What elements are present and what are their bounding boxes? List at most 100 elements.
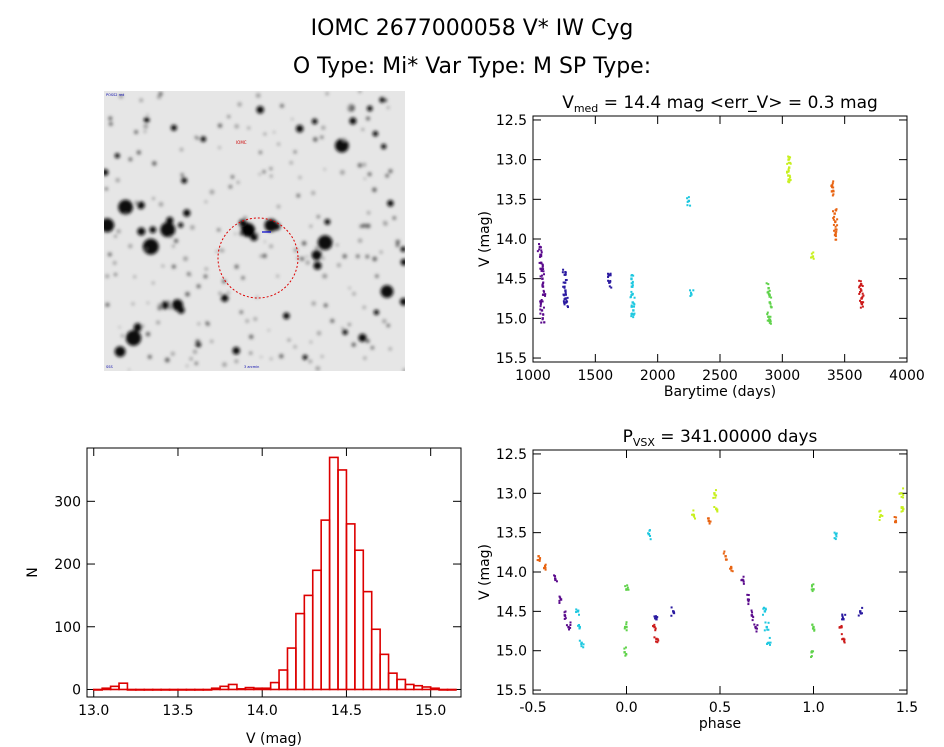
star (388, 169, 393, 173)
histogram-xtick-label: 14.0 (247, 703, 278, 719)
histogram-bar (354, 549, 365, 691)
phased-point (894, 519, 897, 523)
phased-point (654, 629, 657, 632)
lightcurve-point (765, 282, 768, 285)
phased-point (648, 529, 651, 532)
star (143, 130, 147, 133)
star (269, 244, 273, 249)
star (128, 157, 133, 162)
star (280, 104, 284, 108)
lightcurve-point (858, 286, 861, 289)
lightcurve-point (860, 282, 863, 285)
star (189, 274, 192, 277)
phased-point (655, 616, 658, 619)
lightcurve-point (540, 267, 543, 270)
lightcurve-xtick-label: 3000 (765, 368, 801, 384)
lightcurve-ylabel: V (mag) (477, 211, 493, 267)
star (309, 225, 312, 228)
phased-point (577, 624, 580, 627)
star (146, 301, 150, 305)
star (177, 306, 185, 314)
lightcurve-point (561, 271, 564, 274)
lightcurve-point (835, 238, 838, 241)
star (136, 150, 141, 155)
star (273, 131, 276, 134)
phased-point (747, 600, 750, 603)
lightcurve-point (563, 303, 566, 306)
phased-point (626, 584, 629, 587)
phased-point (694, 517, 697, 520)
star (172, 245, 175, 248)
star (116, 229, 121, 234)
phased-point (810, 585, 813, 588)
lightcurve-series-1 (561, 268, 613, 309)
star (302, 354, 308, 360)
lightcurve-point (833, 233, 837, 237)
phased-point (764, 621, 767, 624)
phased-point (812, 625, 815, 629)
phased-ytick-label: 14.5 (496, 604, 527, 620)
phased-point (843, 641, 846, 644)
phased-point (625, 652, 628, 655)
phased-point (543, 566, 546, 570)
phased-title: PVSX = 341.00000 days (623, 427, 818, 449)
star (165, 357, 170, 363)
lightcurve-point (539, 308, 542, 311)
lightcurve-point (687, 199, 691, 203)
phased-point (811, 623, 814, 626)
star (311, 118, 318, 125)
histogram-bar (429, 687, 440, 691)
star (279, 354, 284, 359)
star (363, 356, 367, 360)
phased-series-4 (691, 487, 905, 522)
lightcurve-xtick-label: 1000 (515, 368, 551, 384)
phased-point (544, 563, 547, 566)
histogram-bar (278, 669, 289, 691)
lightcurve-point (831, 194, 834, 197)
phased-point (708, 522, 711, 525)
lightcurve-point (632, 305, 635, 308)
lightcurve-point (542, 268, 545, 271)
phased-point (730, 565, 733, 568)
star (232, 346, 240, 355)
lightcurve-point (859, 299, 862, 302)
lightcurve-point (686, 204, 689, 207)
star (362, 223, 367, 228)
histogram-bar (446, 688, 457, 691)
phased-point (544, 565, 547, 568)
phased-point (624, 625, 627, 628)
star (239, 310, 243, 314)
lightcurve-frame (532, 115, 908, 363)
phased-point (626, 586, 629, 589)
lightcurve-point (689, 289, 692, 292)
star (195, 339, 200, 344)
phased-point (691, 513, 694, 516)
lightcurve-axes: 1000 1500 2000 2500 3000 3500 4000 12.5 13.0 13.5… (477, 93, 925, 400)
phased-point (559, 598, 562, 601)
phased-point (842, 637, 845, 641)
star (200, 136, 207, 142)
star (218, 291, 222, 296)
lightcurve-point (630, 293, 633, 296)
histogram-bar (219, 685, 230, 691)
lightcurve-xtick-label: 4000 (889, 368, 925, 384)
histogram-bar (396, 678, 407, 691)
phased-point (724, 555, 727, 558)
lightcurve-point (566, 300, 569, 303)
phased-title-rest: = 341.00000 days (655, 427, 818, 447)
lightcurve-point (540, 253, 543, 256)
phased-point (761, 613, 764, 616)
phased-point (841, 613, 844, 616)
lightcurve-point (544, 293, 547, 296)
lightcurve-ytick-label: 13.0 (496, 153, 527, 169)
lightcurve-point (770, 296, 773, 299)
phased-point (765, 625, 768, 629)
star (380, 285, 394, 298)
phased-point (649, 534, 652, 537)
lightcurve-point (769, 322, 772, 325)
star (387, 200, 394, 207)
phased-point (766, 628, 769, 631)
histogram-bar (151, 688, 162, 691)
lightcurve-point (541, 274, 544, 277)
